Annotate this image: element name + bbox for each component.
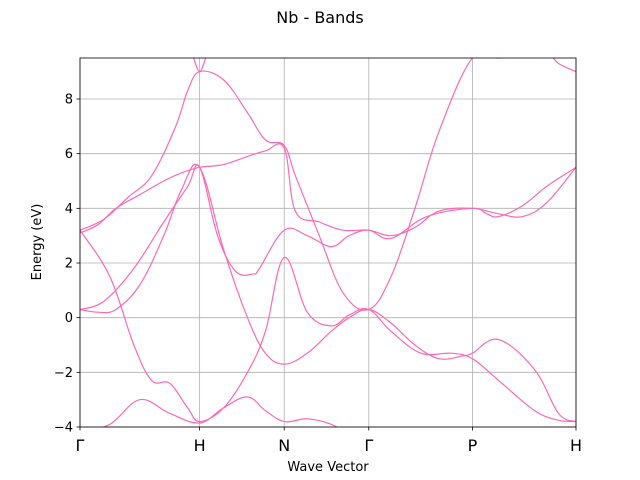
- x-tick-label: H: [570, 436, 582, 455]
- y-tick-label: 4: [65, 202, 73, 217]
- y-tick-label: −4: [54, 421, 73, 436]
- y-tick-label: 2: [65, 257, 73, 272]
- y-tick-label: −2: [54, 366, 73, 381]
- band-line-5: [80, 58, 576, 311]
- x-tick-label: N: [278, 436, 290, 455]
- x-tick-label: H: [194, 436, 206, 455]
- band-line-3: [80, 164, 576, 311]
- y-tick-label: 8: [65, 93, 73, 108]
- band-line-6: [80, 143, 576, 237]
- band-line-4: [80, 163, 576, 423]
- axes-frame: [79, 57, 577, 428]
- y-axis-ticks: −4 −2 0 2 4 6 8: [54, 93, 80, 436]
- y-tick-label: 0: [65, 311, 73, 326]
- band-line-7: [193, 58, 207, 73]
- grid-lines: [79, 58, 577, 428]
- x-tick-label: Γ: [364, 436, 373, 455]
- plot-area: [80, 58, 576, 427]
- y-axis-label: Energy (eV): [30, 204, 45, 281]
- band-line-2: [80, 229, 576, 423]
- y-tick-label: 6: [65, 147, 73, 162]
- band-line-1: [101, 396, 576, 427]
- x-axis-label: Wave Vector: [287, 460, 369, 475]
- x-tick-label: Γ: [76, 436, 85, 455]
- x-tick-label: P: [468, 436, 478, 455]
- chart-title: Nb - Bands: [276, 8, 363, 27]
